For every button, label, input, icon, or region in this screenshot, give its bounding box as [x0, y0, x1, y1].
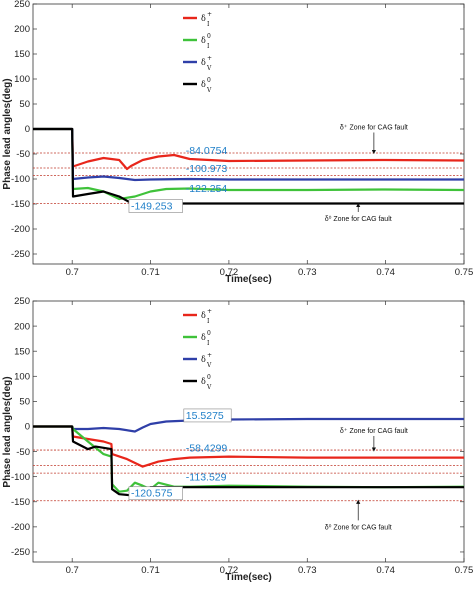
- data-label-box: [128, 486, 183, 501]
- legend-label: δ: [201, 333, 206, 342]
- series-line: [33, 417, 464, 433]
- x-tick-label: 0.75: [455, 565, 474, 576]
- y-axis-label: Phase lead angles(deg): [2, 376, 13, 487]
- x-axis-label: Time(sec): [225, 274, 272, 285]
- y-tick-label: -150: [11, 199, 30, 210]
- legend-superscript: 0: [207, 33, 211, 40]
- legend-subscript: V: [206, 65, 212, 72]
- x-tick-label: 0.71: [141, 267, 160, 278]
- y-tick-label: 250: [14, 0, 30, 10]
- series-line: [33, 127, 465, 171]
- y-tick-label: 200: [14, 24, 30, 35]
- chart-1: 0.7 0.71 0.72 0.73 0.74 0.75 250 200 150 100 50 0 -5…: [2, 0, 473, 285]
- legend-label: δ: [201, 311, 206, 320]
- legend-subscript: I: [207, 43, 210, 50]
- legend-superscript: +: [207, 352, 212, 359]
- y-tick-label: 150: [14, 49, 30, 60]
- series-line: [33, 425, 465, 493]
- data-label-box: [128, 199, 183, 213]
- series-line: [33, 425, 464, 468]
- legend: δ +Iδ 0Iδ +Vδ 0V: [183, 308, 212, 391]
- x-tick-label: 0.71: [141, 565, 160, 576]
- legend-superscript: +: [207, 55, 212, 62]
- x-tick-label: 0.74: [376, 565, 395, 576]
- axes-box: [32, 300, 465, 563]
- chart-2: 0.7 0.71 0.72 0.73 0.74 0.75 250 200 150 100 50 0 -5…: [2, 296, 473, 583]
- x-tick-label: 0.72: [220, 267, 239, 278]
- x-tick-label: 0.73: [298, 267, 317, 278]
- series-line: [33, 127, 464, 182]
- y-axis-label: Phase lead angles(deg): [2, 78, 13, 189]
- data-label: -58.4299: [186, 443, 228, 455]
- data-label: -100.973: [186, 163, 228, 175]
- legend-subscript: I: [207, 318, 210, 325]
- legend-superscript: 0: [207, 77, 211, 84]
- series-line: [33, 127, 465, 201]
- y-tick-label: 0: [25, 422, 30, 433]
- data-label: -149.253: [131, 201, 173, 213]
- y-tick-label: -250: [11, 547, 30, 558]
- y-tick-label: -50: [16, 447, 30, 458]
- y-tick-label: -100: [11, 472, 30, 483]
- y-tick-label: -100: [11, 174, 30, 185]
- data-label-box: [183, 408, 232, 423]
- x-tick-label: 0.7: [66, 267, 79, 278]
- zone-annotation: δ⁰ Zone for CAG fault: [325, 523, 392, 531]
- legend-superscript: +: [207, 11, 212, 18]
- legend-superscript: +: [207, 308, 212, 315]
- data-label: -120.575: [131, 488, 173, 500]
- legend-superscript: 0: [207, 374, 211, 381]
- data-label: 15.5275: [186, 410, 224, 422]
- legend-subscript: V: [206, 87, 212, 94]
- y-tick-label: -150: [11, 497, 30, 508]
- x-tick-label: 0.72: [220, 565, 239, 576]
- legend: δ +Iδ 0Iδ +Vδ 0V: [183, 11, 212, 94]
- x-tick-label: 0.74: [376, 267, 395, 278]
- zone-annotation: δ⁺ Zone for CAG fault: [340, 125, 408, 132]
- y-tick-label: 0: [25, 124, 30, 135]
- legend-subscript: V: [206, 384, 212, 391]
- legend-subscript: I: [207, 340, 210, 347]
- legend-label: δ: [201, 14, 206, 23]
- axes-box: [32, 3, 465, 265]
- y-tick-label: -200: [11, 224, 30, 235]
- y-tick-label: -50: [16, 149, 30, 160]
- x-tick-label: 0.7: [66, 565, 79, 576]
- y-tick-label: 50: [19, 99, 30, 110]
- zone-annotation: δ⁰ Zone for CAG fault: [325, 215, 392, 223]
- y-tick-label: -200: [11, 522, 30, 533]
- data-label: -84.0754: [186, 145, 228, 157]
- series-line: [33, 127, 464, 207]
- legend-label: δ: [201, 36, 206, 45]
- zone-annotation: δ⁺ Zone for CAG fault: [340, 428, 408, 435]
- x-tick-label: 0.73: [298, 565, 317, 576]
- series-line: [33, 425, 464, 497]
- y-tick-label: 250: [14, 296, 30, 307]
- legend-label: δ: [201, 80, 206, 89]
- legend-subscript: I: [207, 21, 210, 28]
- data-label: -122.254: [186, 183, 228, 195]
- y-tick-label: 100: [14, 371, 30, 382]
- y-tick-label: 150: [14, 346, 30, 357]
- y-tick-label: 200: [14, 321, 30, 332]
- legend-subscript: V: [206, 362, 212, 369]
- legend-label: δ: [201, 377, 206, 386]
- y-tick-label: 50: [19, 397, 30, 408]
- x-tick-label: 0.75: [455, 267, 474, 278]
- data-label: -113.529: [186, 472, 227, 484]
- y-tick-label: -250: [11, 249, 30, 260]
- y-tick-label: 100: [14, 74, 30, 85]
- legend-label: δ: [201, 355, 206, 364]
- legend-superscript: 0: [207, 330, 211, 337]
- x-axis-label: Time(sec): [225, 572, 272, 583]
- legend-label: δ: [201, 58, 206, 67]
